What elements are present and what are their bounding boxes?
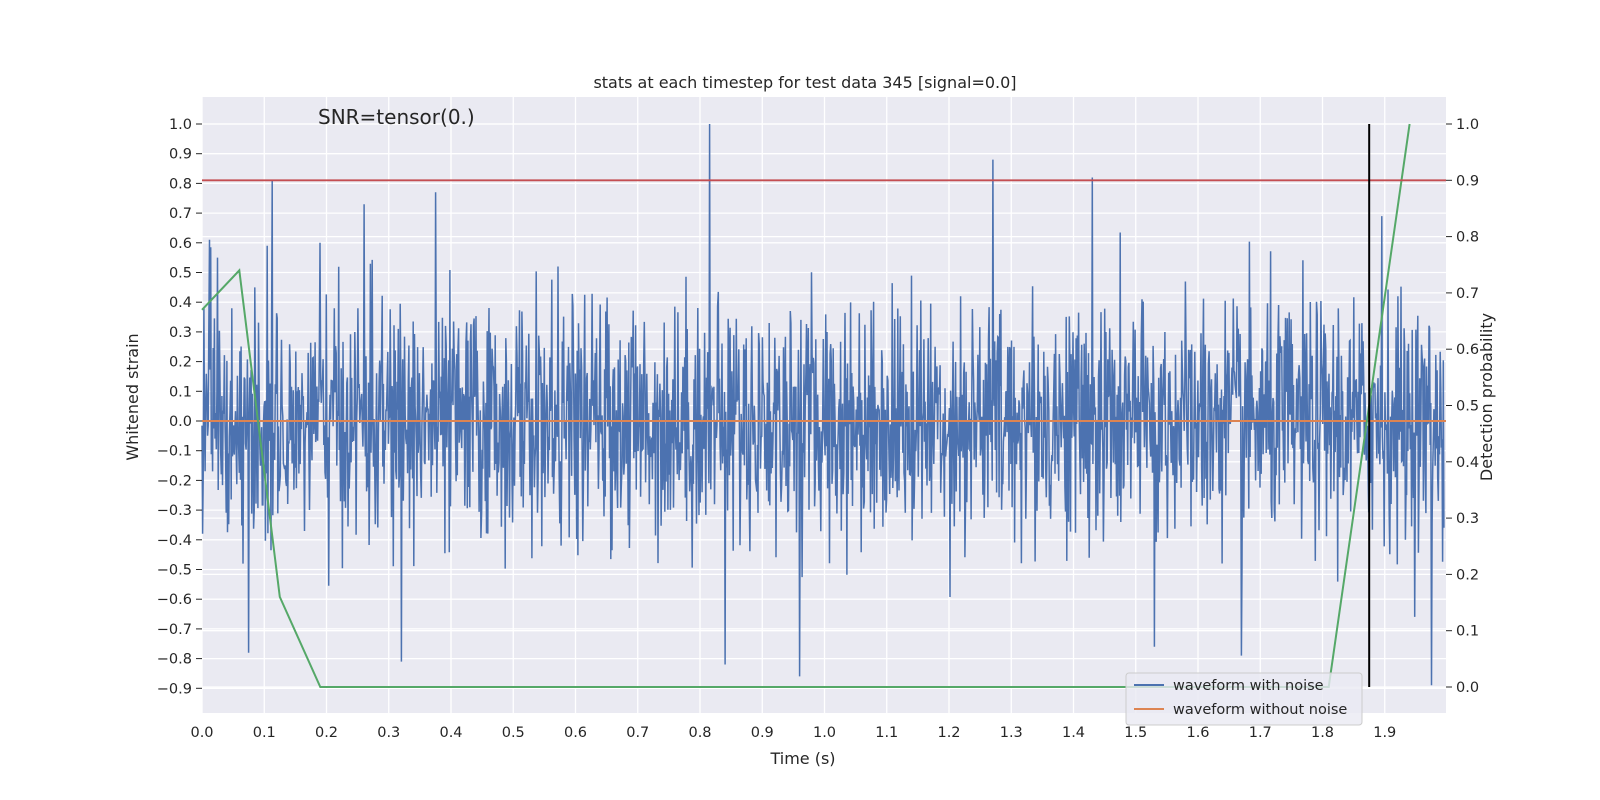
y-tick-label-left: 0.8 [169, 176, 192, 192]
y-tick-label-left: 0.2 [169, 355, 192, 371]
x-tick-label: 0.0 [190, 725, 213, 741]
x-tick-label: 1.5 [1124, 725, 1147, 741]
y-tick-label-right: 0.9 [1456, 173, 1479, 189]
y-tick-label-right: 0.6 [1456, 342, 1479, 358]
x-tick-label: 1.3 [1000, 725, 1023, 741]
y-tick-label-left: 0.6 [169, 236, 192, 252]
x-tick-label: 0.9 [751, 725, 774, 741]
y-tick-label-right: 0.8 [1456, 230, 1479, 246]
y-tick-label-right: 0.2 [1456, 567, 1479, 583]
x-tick-label: 1.0 [813, 725, 836, 741]
y-tick-label-right: 0.0 [1456, 680, 1479, 696]
y-tick-label-right: 0.1 [1456, 624, 1479, 640]
y-tick-label-left: 0.1 [169, 384, 192, 400]
x-tick-label: 0.5 [502, 725, 525, 741]
x-axis-label: Time (s) [769, 749, 835, 768]
x-tick-label: 1.1 [875, 725, 898, 741]
y-tick-label-left: −0.3 [157, 503, 192, 519]
chart-title: stats at each timestep for test data 345… [593, 73, 1016, 92]
y-tick-label-left: −0.2 [157, 473, 192, 489]
y-tick-label-left: −0.7 [157, 622, 192, 638]
y-tick-label-left: −0.9 [157, 681, 192, 697]
y-tick-label-right: 0.7 [1456, 286, 1479, 302]
legend-label-clean: waveform without noise [1173, 702, 1347, 718]
x-tick-label: 0.1 [253, 725, 276, 741]
y-tick-label-right: 1.0 [1456, 117, 1479, 133]
y-axis-label-left: Whitened strain [123, 333, 142, 460]
y-tick-label-left: 0.0 [169, 414, 192, 430]
y-tick-label-right: 0.3 [1456, 511, 1479, 527]
x-tick-label: 1.7 [1249, 725, 1272, 741]
x-tick-label: 0.2 [315, 725, 338, 741]
legend: waveform with noise waveform without noi… [1125, 672, 1363, 726]
x-tick-label: 0.6 [564, 725, 587, 741]
y-tick-label-left: −0.8 [157, 652, 192, 668]
y-tick-label-right: 0.5 [1456, 399, 1479, 415]
x-tick-label: 0.7 [626, 725, 649, 741]
x-tick-label: 0.8 [688, 725, 711, 741]
y-tick-label-left: 0.9 [169, 147, 192, 163]
legend-label-noise: waveform with noise [1173, 678, 1324, 694]
y-tick-label-right: 0.4 [1456, 455, 1479, 471]
y-tick-label-left: 0.4 [169, 295, 192, 311]
snr-annotation: SNR=tensor(0.) [318, 105, 475, 129]
y-tick-label-left: −0.1 [157, 444, 192, 460]
x-tick-label: 1.2 [937, 725, 960, 741]
y-tick-label-left: 0.3 [169, 325, 192, 341]
y-tick-label-left: 1.0 [169, 117, 192, 133]
y-tick-label-left: −0.6 [157, 592, 192, 608]
x-tick-label: 1.8 [1311, 725, 1334, 741]
y-axis-label-right: Detection probability [1477, 313, 1496, 481]
x-tick-label: 0.4 [439, 725, 462, 741]
series-detection-probability [201, 123, 1411, 688]
y-tick-label-left: 0.7 [169, 206, 192, 222]
x-tick-label: 1.6 [1186, 725, 1209, 741]
y-tick-label-left: 0.5 [169, 266, 192, 282]
series-waveform-with-noise [201, 123, 1445, 686]
x-tick-label: 1.9 [1373, 725, 1396, 741]
y-tick-label-left: −0.4 [157, 533, 192, 549]
x-tick-label: 1.4 [1062, 725, 1085, 741]
y-tick-label-left: −0.5 [157, 563, 192, 579]
x-tick-label: 0.3 [377, 725, 400, 741]
